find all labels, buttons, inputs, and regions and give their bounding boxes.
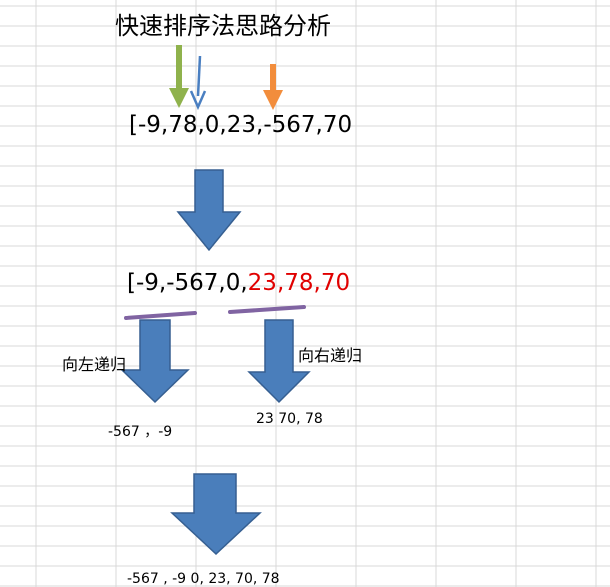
down-block-arrow-right	[247, 319, 311, 404]
down-block-arrow-left	[120, 319, 190, 404]
left-recursion-label: 向左递归	[62, 355, 127, 374]
down-block-arrow-bottom	[170, 473, 262, 556]
right-result-text: 23 70, 78	[256, 411, 323, 427]
down-block-arrow-1	[176, 169, 242, 252]
right-partition-underline	[228, 305, 306, 314]
left-partition-underline	[124, 311, 197, 320]
blue-pointer-arrow	[189, 55, 207, 111]
initial-array-text: [-9,78,0,23,-567,70	[129, 112, 353, 138]
right-recursion-label: 向右递归	[298, 346, 363, 365]
partition-left-part: [-9,-567,0,	[127, 270, 248, 296]
diagram-title: 快速排序法思路分析	[115, 12, 331, 40]
orange-pointer-arrow	[263, 64, 283, 110]
partitioned-array-text: [-9,-567,0,23,78,70	[127, 270, 350, 296]
partition-right-part-red: 23,78,70	[247, 270, 351, 296]
left-result-text: -567 ，-9	[108, 424, 173, 440]
final-result-text: -567 , -9 0, 23, 70, 78	[127, 571, 280, 587]
green-pointer-arrow	[169, 45, 189, 108]
